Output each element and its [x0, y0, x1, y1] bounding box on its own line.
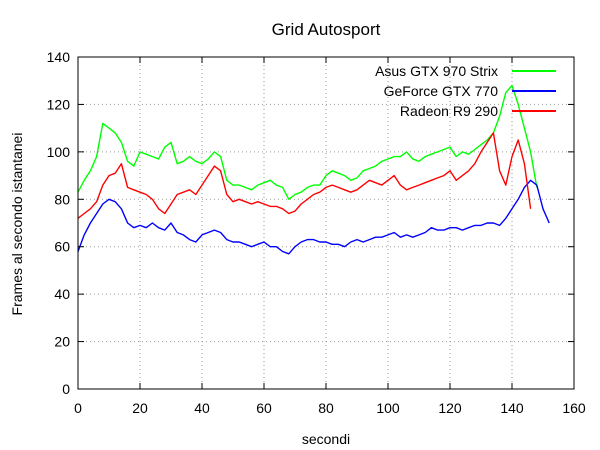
y-tick-label: 0	[62, 381, 70, 397]
legend-label: Asus GTX 970 Strix	[375, 63, 498, 79]
x-tick-label: 160	[562, 400, 586, 416]
series-layer	[77, 84, 550, 255]
x-axis-label: secondi	[302, 431, 350, 447]
y-axis-label: Frames al secondo istantanei	[9, 133, 25, 316]
y-tick-label: 80	[54, 191, 70, 207]
x-tick-label: 120	[438, 400, 462, 416]
series-line-1	[77, 179, 550, 255]
y-tick-label: 120	[47, 96, 71, 112]
y-tick-label: 40	[54, 286, 70, 302]
x-tick-label: 60	[256, 400, 272, 416]
y-tick-label: 140	[47, 49, 71, 65]
x-tick-label: 20	[132, 400, 148, 416]
x-tick-label: 0	[74, 400, 82, 416]
chart-title: Grid Autosport	[272, 20, 381, 39]
legend: Asus GTX 970 Strix GeForce GTX 770 Radeon …	[375, 63, 556, 119]
x-tick-label: 40	[194, 400, 210, 416]
tick-layer: 0 20 40 60 80 100 120 140 160 0 20 40 60 80 100 120 140	[47, 49, 586, 416]
y-tick-label: 100	[47, 144, 71, 160]
series-line-0	[77, 84, 538, 201]
series-line-2	[77, 132, 532, 219]
x-tick-label: 80	[318, 400, 334, 416]
legend-label: Radeon R9 290	[400, 103, 498, 119]
y-tick-label: 60	[54, 239, 70, 255]
y-tick-label: 20	[54, 334, 70, 350]
grid	[78, 57, 574, 389]
x-tick-label: 100	[376, 400, 400, 416]
legend-label: GeForce GTX 770	[384, 83, 499, 99]
x-tick-label: 140	[500, 400, 524, 416]
